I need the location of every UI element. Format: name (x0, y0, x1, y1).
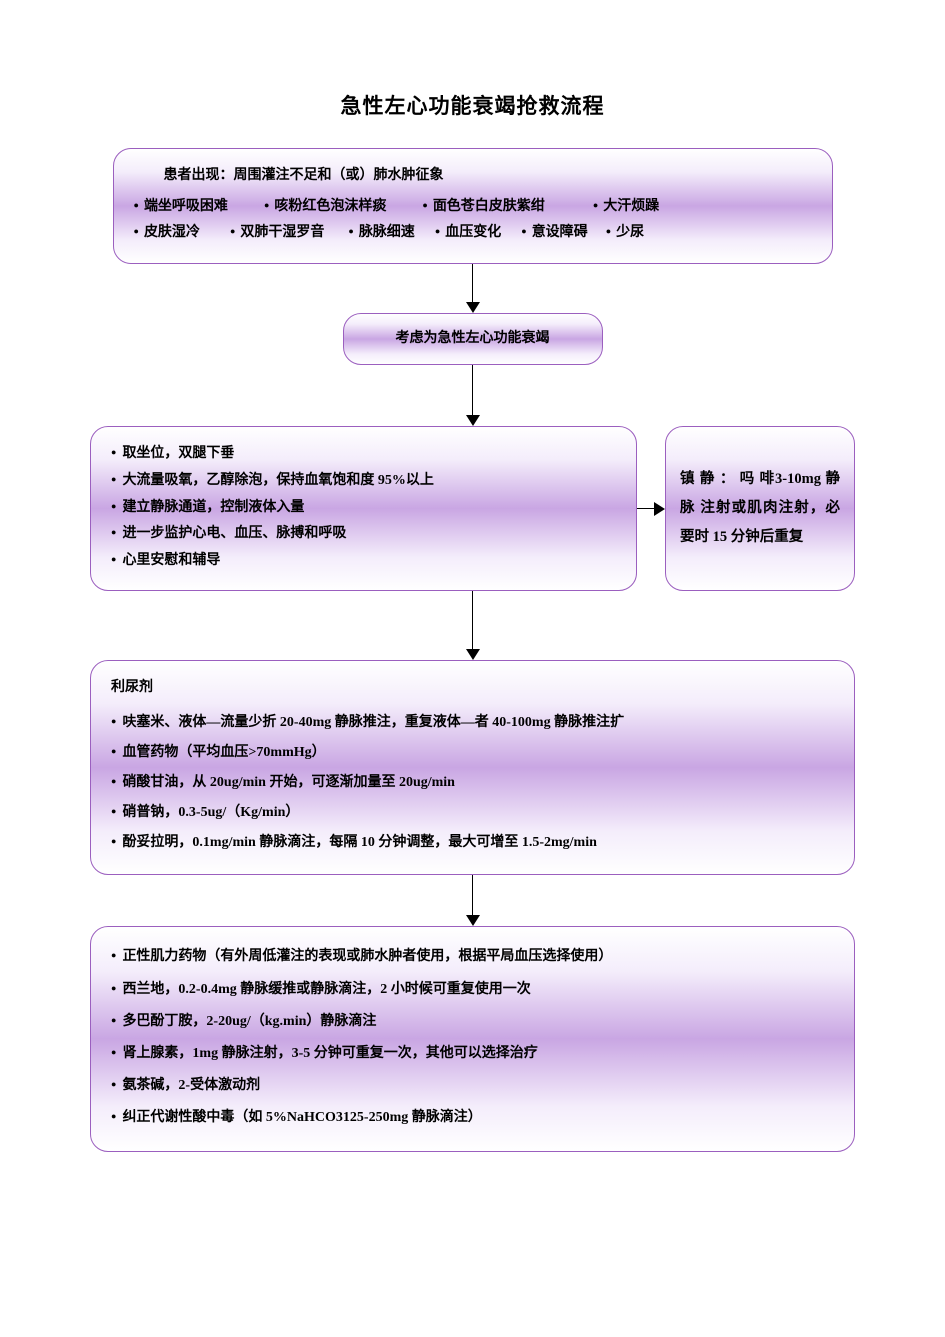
arrow-down (466, 875, 480, 926)
diuretic-heading: 利尿剂 (111, 675, 834, 702)
symptoms-row1: 端坐呼吸困难 咳粉红色泡沫样痰 面色苍白皮肤紫绀 大汗烦躁 (134, 194, 812, 221)
node-measures: 取坐位，双腿下垂 大流量吸氧，乙醇除泡，保持血氧饱和度 95%以上 建立静脉通道… (90, 426, 637, 591)
measure-item: 大流量吸氧，乙醇除泡，保持血氧饱和度 95%以上 (111, 468, 616, 495)
arrow-down (466, 365, 480, 426)
flowchart-title: 急性左心功能衰竭抢救流程 (90, 90, 855, 120)
diuretic-item: 酚妥拉明，0.1mg/min 静脉滴注，每隔 10 分钟调整，最大可增至 1.5… (111, 828, 834, 858)
diuretic-item: 硝酸甘油，从 20ug/min 开始，可逐渐加量至 20ug/min (111, 768, 834, 798)
diagnosis-text: 考虑为急性左心功能衰竭 (396, 331, 550, 346)
symptom-item: 皮肤湿冷 (134, 220, 200, 247)
symptom-item: 少尿 (606, 220, 644, 247)
arrow-down (466, 591, 480, 660)
measure-item: 取坐位，双腿下垂 (111, 441, 616, 468)
inotropic-item: 多巴酚丁胺，2-20ug/（kg.min）静脉滴注 (111, 1006, 834, 1038)
split-row: 取坐位，双腿下垂 大流量吸氧，乙醇除泡，保持血氧饱和度 95%以上 建立静脉通道… (90, 426, 855, 591)
node-symptoms: 患者出现：周围灌注不足和（或）肺水肿征象 端坐呼吸困难 咳粉红色泡沫样痰 面色苍… (113, 148, 833, 264)
diuretic-item: 硝普钠，0.3-5ug/（Kg/min） (111, 798, 834, 828)
symptoms-heading: 患者出现：周围灌注不足和（或）肺水肿征象 (134, 163, 812, 190)
inotropic-item: 正性肌力药物（有外周低灌注的表现或肺水肿者使用，根据平局血压选择使用） (111, 941, 834, 973)
arrow-right (637, 502, 665, 516)
arrow-down (466, 264, 480, 313)
symptom-item: 意设障碍 (521, 220, 587, 247)
diuretic-item: 血管药物（平均血压>70mmHg） (111, 738, 834, 768)
inotropic-item: 纠正代谢性酸中毒（如 5%NaHCO3125-250mg 静脉滴注） (111, 1102, 834, 1134)
symptom-item: 血压变化 (435, 220, 501, 247)
flowchart: 患者出现：周围灌注不足和（或）肺水肿征象 端坐呼吸困难 咳粉红色泡沫样痰 面色苍… (90, 148, 855, 1152)
measure-item: 心里安慰和辅导 (111, 548, 616, 575)
symptom-item: 大汗烦躁 (593, 194, 659, 221)
page: 急性左心功能衰竭抢救流程 患者出现：周围灌注不足和（或）肺水肿征象 端坐呼吸困难… (0, 0, 945, 1212)
measure-item: 进一步监护心电、血压、脉搏和呼吸 (111, 521, 616, 548)
node-diagnosis: 考虑为急性左心功能衰竭 (343, 313, 603, 366)
symptom-item: 咳粉红色泡沫样痰 (264, 194, 386, 221)
diuretic-item: 呋塞米、液体—流量少折 20-40mg 静脉推注，重复液体—者 40-100mg… (111, 708, 834, 738)
symptom-item: 端坐呼吸困难 (134, 194, 228, 221)
symptoms-row2: 皮肤湿冷 双肺干湿罗音 脉脉细速 血压变化 意设障碍 少尿 (134, 220, 812, 247)
inotropic-item: 氨茶碱，2-受体激动剂 (111, 1070, 834, 1102)
inotropic-item: 肾上腺素，1mg 静脉注射，3-5 分钟可重复一次，其他可以选择治疗 (111, 1038, 834, 1070)
symptom-item: 双肺干湿罗音 (230, 220, 324, 247)
measure-item: 建立静脉通道，控制液体入量 (111, 495, 616, 522)
inotropic-item: 西兰地，0.2-0.4mg 静脉缓推或静脉滴注，2 小时候可重复使用一次 (111, 974, 834, 1006)
symptom-item: 面色苍白皮肤紫绀 (422, 194, 544, 221)
symptom-item: 脉脉细速 (348, 220, 414, 247)
node-inotropic: 正性肌力药物（有外周低灌注的表现或肺水肿者使用，根据平局血压选择使用） 西兰地，… (90, 926, 855, 1151)
node-diuretic: 利尿剂 呋塞米、液体—流量少折 20-40mg 静脉推注，重复液体—者 40-1… (90, 660, 855, 875)
node-sedation: 镇 静 ： 吗 啡3-10mg 静 脉 注射或肌肉注射，必要时 15 分钟后重复 (665, 426, 855, 591)
sedation-text: 镇 静 ： 吗 啡3-10mg 静 脉 注射或肌肉注射，必要时 15 分钟后重复 (680, 465, 840, 552)
